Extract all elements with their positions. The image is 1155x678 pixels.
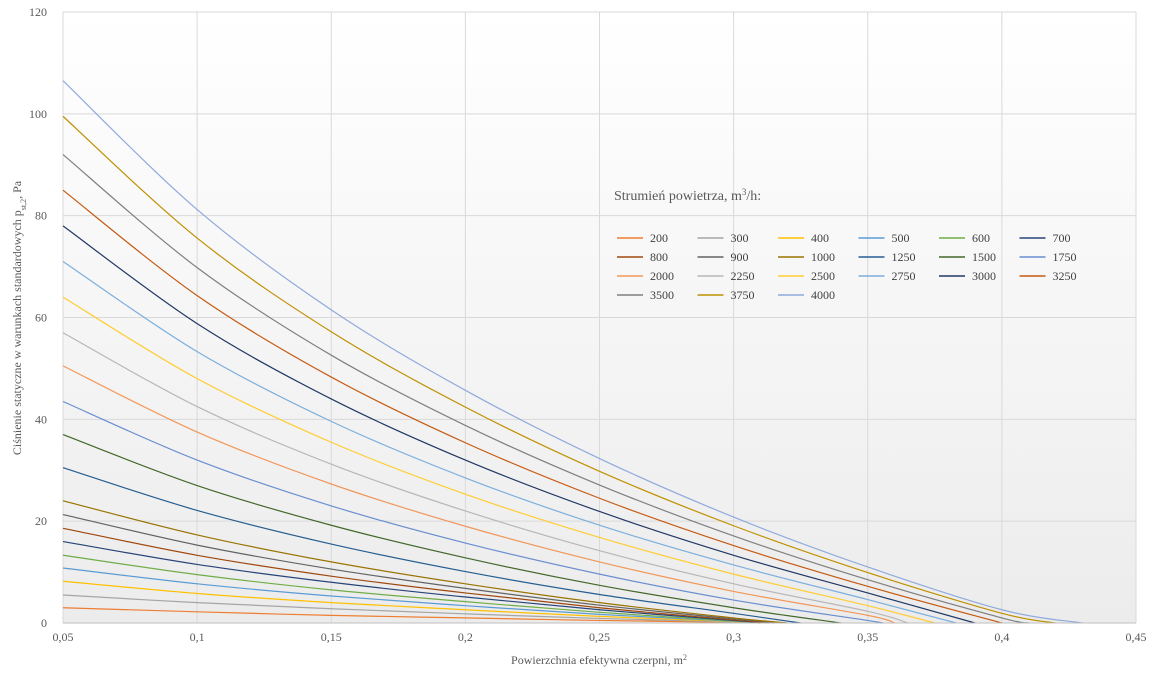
series-line-3750 bbox=[62, 115, 1056, 624]
x-tick-label: 0,35 bbox=[857, 630, 878, 644]
legend-item-500: 500 bbox=[858, 231, 910, 245]
legend-item-2500: 2500 bbox=[778, 269, 835, 283]
legend-item-4000: 4000 bbox=[778, 288, 835, 302]
legend-label: 900 bbox=[731, 250, 749, 264]
legend-label: 2250 bbox=[731, 269, 755, 283]
legend-label: 1500 bbox=[972, 250, 996, 264]
series-line-600 bbox=[62, 554, 766, 624]
legend-item-2000: 2000 bbox=[617, 269, 674, 283]
legend: Strumień powietrza, m3/h: 200 300 400 500 60… bbox=[614, 187, 1077, 302]
axes: 0,05 0,1 0,15 0,2 0,25 0,3 0,35 0,4 0,45 0 20 40 60 8… bbox=[29, 5, 1147, 644]
legend-item-3000: 3000 bbox=[939, 269, 996, 283]
legend-label: 1750 bbox=[1053, 250, 1077, 264]
series-line-4000 bbox=[62, 80, 1083, 624]
series-line-1000 bbox=[62, 500, 788, 624]
legend-label: 3000 bbox=[972, 269, 996, 283]
legend-label: 3750 bbox=[731, 288, 755, 302]
x-tick-label: 0,1 bbox=[190, 630, 205, 644]
legend-item-3250: 3250 bbox=[1019, 269, 1077, 283]
series-line-2250 bbox=[62, 332, 909, 624]
series-line-700 bbox=[62, 540, 769, 624]
legend-label: 4000 bbox=[811, 288, 835, 302]
legend-item-600: 600 bbox=[939, 231, 990, 245]
x-tick-label: 0,4 bbox=[994, 630, 1009, 644]
series-line-300 bbox=[62, 594, 761, 624]
series-line-1250 bbox=[62, 467, 801, 624]
legend-item-2250: 2250 bbox=[697, 269, 755, 283]
legend-item-800: 800 bbox=[617, 250, 668, 264]
legend-items: 200 300 400 500 600 700 800 900 1000 1250 1500 1750… bbox=[617, 231, 1077, 302]
legend-item-1750: 1750 bbox=[1019, 250, 1077, 264]
y-tick-label: 20 bbox=[35, 514, 47, 528]
series-line-1750 bbox=[62, 400, 884, 624]
series-line-800 bbox=[62, 527, 774, 624]
series-line-900 bbox=[62, 513, 782, 624]
legend-item-1500: 1500 bbox=[939, 250, 996, 264]
legend-item-400: 400 bbox=[778, 231, 829, 245]
series-line-2000 bbox=[62, 365, 895, 624]
legend-item-3750: 3750 bbox=[697, 288, 755, 302]
series-line-3500 bbox=[62, 154, 1029, 624]
series-line-3250 bbox=[62, 189, 1003, 624]
legend-item-300: 300 bbox=[697, 231, 749, 245]
x-tick-label: 0,45 bbox=[1126, 630, 1147, 644]
legend-item-900: 900 bbox=[697, 250, 749, 264]
legend-label: 2750 bbox=[892, 269, 916, 283]
y-tick-label: 80 bbox=[35, 209, 47, 223]
legend-label: 600 bbox=[972, 231, 990, 245]
legend-label: 500 bbox=[892, 231, 910, 245]
y-tick-label: 60 bbox=[35, 311, 47, 325]
x-tick-label: 0,15 bbox=[321, 630, 342, 644]
legend-label: 2500 bbox=[811, 269, 835, 283]
legend-item-3500: 3500 bbox=[617, 288, 674, 302]
series-line-2500 bbox=[62, 296, 935, 624]
legend-label: 3500 bbox=[650, 288, 674, 302]
series-line-1500 bbox=[62, 434, 842, 624]
y-tick-label: 0 bbox=[41, 616, 47, 630]
x-axis-title: Powierzchnia efektywna czerpni, m2 bbox=[511, 653, 687, 668]
legend-label: 2000 bbox=[650, 269, 674, 283]
legend-label: 1250 bbox=[892, 250, 916, 264]
series-line-3000 bbox=[62, 225, 976, 624]
legend-label: 700 bbox=[1053, 231, 1071, 245]
legend-item-1250: 1250 bbox=[858, 250, 916, 264]
series-layer bbox=[62, 80, 1083, 624]
legend-item-700: 700 bbox=[1019, 231, 1071, 245]
y-tick-label: 40 bbox=[35, 412, 47, 426]
legend-label: 200 bbox=[650, 231, 668, 245]
y-tick-label: 100 bbox=[29, 107, 47, 121]
y-axis-title: Ciśnienie statyczne w warunkach standard… bbox=[10, 180, 28, 455]
y-tick-label: 120 bbox=[29, 5, 47, 19]
legend-label: 800 bbox=[650, 250, 668, 264]
x-tick-label: 0,3 bbox=[726, 630, 741, 644]
legend-label: 400 bbox=[811, 231, 829, 245]
x-tick-label: 0,25 bbox=[589, 630, 610, 644]
x-tick-label: 0,2 bbox=[458, 630, 473, 644]
legend-item-200: 200 bbox=[617, 231, 668, 245]
x-tick-label: 0,05 bbox=[53, 630, 74, 644]
legend-label: 300 bbox=[731, 231, 749, 245]
legend-item-1000: 1000 bbox=[778, 250, 835, 264]
legend-label: 3250 bbox=[1053, 269, 1077, 283]
legend-label: 1000 bbox=[811, 250, 835, 264]
series-line-2750 bbox=[62, 260, 957, 624]
legend-title: Strumień powietrza, m3/h: bbox=[614, 187, 761, 204]
legend-item-2750: 2750 bbox=[858, 269, 916, 283]
